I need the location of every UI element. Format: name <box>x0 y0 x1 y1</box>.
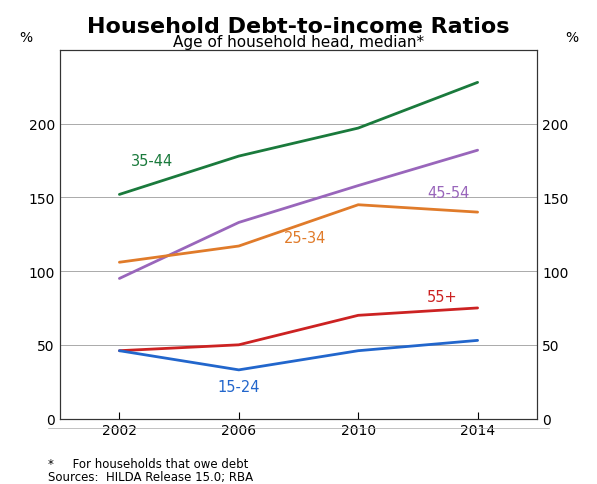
Text: %: % <box>565 31 578 45</box>
Text: Sources:  HILDA Release 15.0; RBA: Sources: HILDA Release 15.0; RBA <box>48 470 253 484</box>
Text: %: % <box>19 31 32 45</box>
Text: 35-44: 35-44 <box>131 154 174 168</box>
Text: Household Debt-to-income Ratios: Household Debt-to-income Ratios <box>87 17 510 37</box>
Text: *     For households that owe debt: * For households that owe debt <box>48 457 248 470</box>
Text: 15-24: 15-24 <box>218 379 260 394</box>
Text: 25-34: 25-34 <box>284 230 326 245</box>
Text: 45-54: 45-54 <box>427 186 469 201</box>
Text: 55+: 55+ <box>427 289 457 304</box>
Text: Age of household head, median*: Age of household head, median* <box>173 35 424 50</box>
